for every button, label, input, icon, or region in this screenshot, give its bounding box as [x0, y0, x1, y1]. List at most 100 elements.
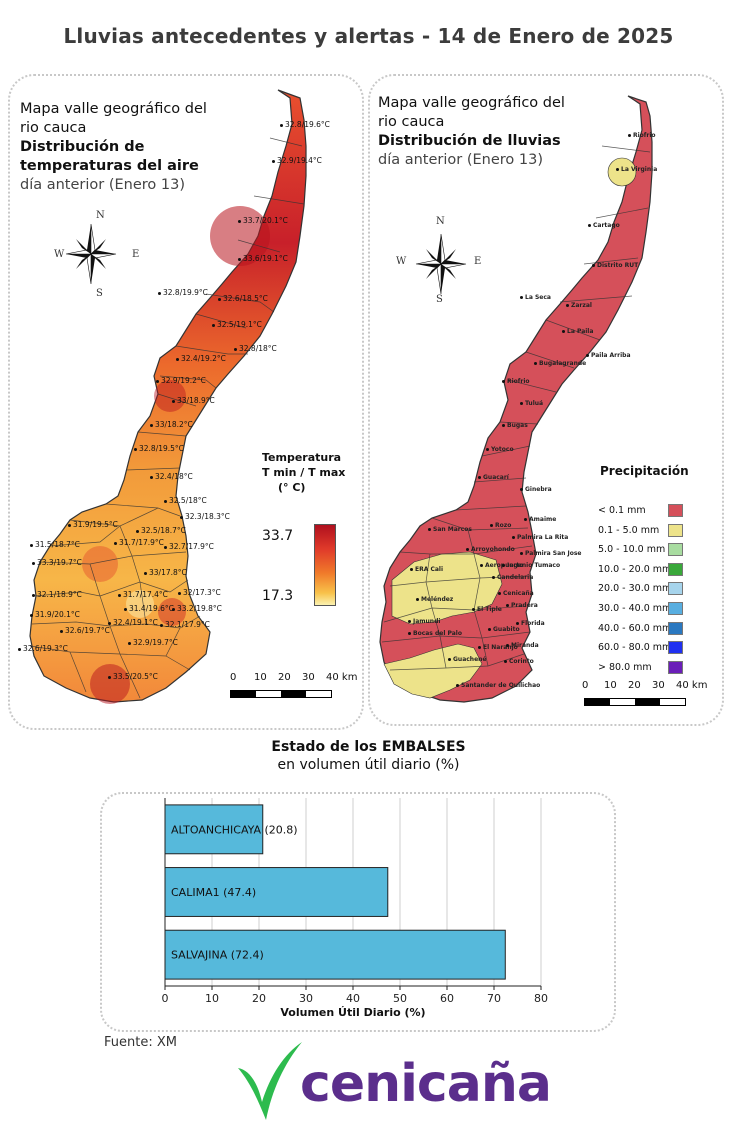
compass-n: N — [96, 210, 105, 221]
rain-title-line2: rio cauca — [378, 114, 445, 130]
rain-station-label: Palmira La Rita — [512, 534, 568, 541]
precipitation-legend-label: 10.0 - 20.0 mm — [598, 563, 672, 575]
temperature-station-label: 32.6/19.3°C — [18, 644, 68, 653]
precipitation-legend-label: 60.0 - 80.0 mm — [598, 642, 672, 654]
compass-s: S — [96, 288, 103, 299]
temperature-station-label: 33/18.2°C — [150, 420, 193, 429]
rain-station-label: Guachené — [448, 656, 486, 663]
rain-station-label: La Paila — [562, 328, 593, 335]
temperature-station-label: 32.6/19.7°C — [60, 626, 110, 635]
precipitation-legend-title: Precipitación — [600, 464, 689, 478]
rain-scale-30: 30 — [652, 680, 665, 691]
reservoirs-title-line1: Estado de los EMBALSES — [271, 739, 466, 755]
precipitation-legend-swatch — [668, 504, 683, 517]
temperature-station-label: 32/17.3°C — [178, 588, 221, 597]
precipitation-legend-swatch — [668, 660, 683, 674]
rain-station-label: La Virginia — [616, 166, 657, 173]
temperature-station-label: 32.6/18.5°C — [218, 294, 268, 303]
rain-station-label: Riofrio — [502, 378, 530, 385]
rain-station-label: El Tiple — [472, 606, 502, 613]
temperature-station-label: 33/18.9°C — [172, 396, 215, 405]
rain-station-label: Bugas — [502, 422, 528, 429]
temperature-map-title: Mapa valle geográfico del rio cauca Dist… — [20, 100, 207, 195]
temperature-station-label: 32.4/18°C — [150, 472, 193, 481]
rain-station-label: Yotoco — [486, 446, 514, 453]
precipitation-legend-label: 0.1 - 5.0 mm — [598, 524, 660, 536]
temperature-station-label: 32.9/19.2°C — [156, 376, 206, 385]
temp-scale-40: 40 km — [326, 672, 358, 683]
rain-map-panel: Mapa valle geográfico del rio cauca Dist… — [368, 74, 724, 726]
temp-title-line3: Distribución de — [20, 139, 145, 155]
temperature-station-label: 31.9/19.5°C — [68, 520, 118, 529]
compass-rose-icon-2 — [415, 233, 467, 295]
temperature-station-label: 33.2/19.8°C — [172, 604, 222, 613]
rain-scale-20: 20 — [628, 680, 641, 691]
rain-station-label: Santander de Quilichao — [456, 682, 540, 689]
temperature-legend-max: 33.7 — [262, 528, 294, 544]
precipitation-legend-item: 20.0 - 30.0 mm — [598, 580, 710, 600]
temperature-station-label: 33/17.8°C — [144, 568, 187, 577]
temp-scale-bar — [230, 690, 332, 698]
cenicana-leaf-icon — [238, 1042, 302, 1120]
rain-station-label: Guacarí — [478, 474, 509, 481]
temperature-station-label: 32.1/17.9°C — [160, 620, 210, 629]
temperature-station-label: 31.5/18.7°C — [30, 540, 80, 549]
precipitation-legend-label: 40.0 - 60.0 mm — [598, 622, 672, 634]
temperature-legend-min: 17.3 — [262, 588, 294, 604]
reservoir-bar-label: CALIMA1 (47.4) — [171, 886, 256, 899]
reservoir-bar — [164, 867, 389, 917]
temperature-station-label: 32.5/18.7°C — [136, 526, 186, 535]
x-axis-label: Volumen Útil Diario (%) — [280, 1006, 425, 1019]
rain-station-label: Palmira San Jose — [520, 550, 581, 557]
rain-station-label: Paila Arriba — [586, 352, 631, 359]
temperature-station-label: 33.3/19.7°C — [32, 558, 82, 567]
rain-station-label: Rozo — [490, 522, 511, 529]
compass-w: W — [54, 249, 65, 260]
temperature-station-label: 32.3/18.3°C — [180, 512, 230, 521]
compass2-n: N — [436, 216, 445, 227]
temperature-station-label: 32.8/19.9°C — [158, 288, 208, 297]
temperature-station-label: 31.4/19.6°C — [124, 604, 174, 613]
precipitation-legend-item: > 80.0 mm — [598, 659, 710, 679]
precipitation-legend: < 0.1 mm 0.1 - 5.0 mm 5.0 - 10.0 mm 10.0 - … — [598, 502, 710, 678]
reservoir-bar — [164, 929, 506, 980]
rain-station-label: Bugalagrande — [534, 360, 586, 367]
compass-e: E — [132, 249, 140, 260]
reservoirs-title-line2: en volumen útil diario (%) — [277, 757, 460, 773]
precipitation-legend-swatch — [668, 582, 683, 596]
temperature-station-label: 33.7/20.1°C — [238, 216, 288, 225]
compass-rose-icon — [65, 223, 117, 285]
precipitation-legend-item: 30.0 - 40.0 mm — [598, 600, 710, 620]
x-tick-label: 0 — [162, 992, 169, 1005]
x-tick-label: 60 — [440, 992, 454, 1005]
x-tick-label: 20 — [252, 992, 266, 1005]
rain-station-label: Amaime — [524, 516, 556, 523]
rain-station-label: El Naranjo — [478, 644, 518, 651]
temperature-station-label: 32.8/19.5°C — [134, 444, 184, 453]
temperature-map-panel: Mapa valle geográfico del rio cauca Dist… — [8, 74, 364, 730]
rain-station-label: Cartago — [588, 222, 620, 229]
reservoirs-chart-panel — [100, 792, 616, 1032]
reservoir-bar — [164, 804, 264, 855]
precipitation-legend-swatch — [668, 562, 683, 576]
compass2-s: S — [436, 294, 443, 305]
precipitation-legend-label: > 80.0 mm — [598, 661, 652, 673]
temp-scale-10: 10 — [254, 672, 267, 683]
reservoirs-bar-chart: 0 10 20 30 40 50 60 70 80 ALTOANCHICAYA (20.8) CAL… — [162, 798, 548, 1019]
temp-scale-30: 30 — [302, 672, 315, 683]
source-note: Fuente: XM — [104, 1035, 177, 1050]
temperature-region — [29, 89, 307, 703]
precipitation-legend-label: < 0.1 mm — [598, 505, 646, 516]
temperature-station-label: 31.9/20.1°C — [30, 610, 80, 619]
temp-title-line2: rio cauca — [20, 120, 87, 136]
rain-map-title: Mapa valle geográfico del rio cauca Dist… — [378, 94, 565, 170]
rain-station-label: Florida — [516, 620, 545, 627]
x-tick-label: 10 — [205, 992, 219, 1005]
precipitation-legend-item: 40.0 - 60.0 mm — [598, 620, 710, 640]
precipitation-legend-item: 60.0 - 80.0 mm — [598, 639, 710, 659]
precipitation-legend-swatch — [668, 543, 683, 557]
reservoirs-title: Estado de los EMBALSES en volumen útil d… — [0, 738, 737, 774]
x-tick-label: 50 — [393, 992, 407, 1005]
rain-scale-0: 0 — [582, 680, 589, 691]
rain-station-label: Ingenio Tumaco — [502, 562, 560, 569]
